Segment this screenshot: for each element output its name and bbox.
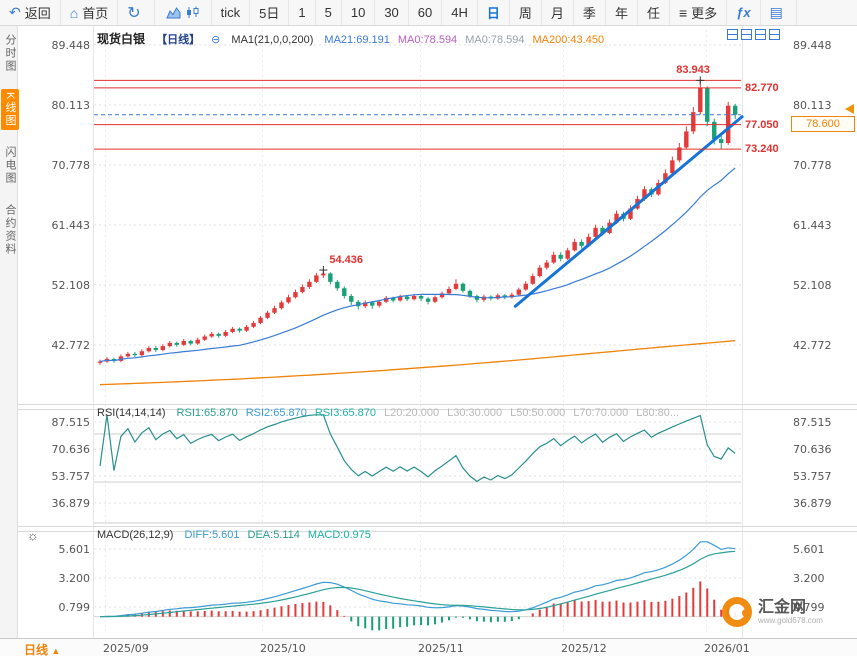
- layout-icon-1[interactable]: [727, 29, 738, 40]
- sidebar-item-合约资料[interactable]: 合约资料: [4, 204, 16, 257]
- logo-icon: [722, 597, 752, 627]
- time-axis-bar: 日线 ▲ 2025/09 2025/10 2025/11 2025/12 2026/01: [0, 638, 857, 656]
- indicator-settings-icon[interactable]: ☼: [27, 528, 39, 543]
- layout-icon-2[interactable]: [741, 29, 752, 40]
- layout-icon-4[interactable]: [769, 29, 780, 40]
- sidebar-item-闪电图[interactable]: 闪电图: [4, 146, 16, 186]
- panel-layout-buttons: [727, 29, 780, 40]
- interval-button-月[interactable]: 月: [542, 0, 574, 25]
- interval-button-任[interactable]: 任: [638, 0, 670, 25]
- timeframe-dropdown-label: 日线: [24, 643, 49, 656]
- sidebar-item-分时图[interactable]: 分时图: [4, 34, 16, 73]
- date-axis-label: 2025/12: [561, 642, 607, 655]
- home-label: 首页: [82, 6, 109, 21]
- refresh-button[interactable]: ↻: [118, 0, 155, 25]
- list-button[interactable]: ▤: [761, 0, 797, 25]
- timeframe-dropdown[interactable]: 日线 ▲: [24, 641, 60, 656]
- logo-url: www.gold678.com: [758, 616, 823, 625]
- fx-icon: ƒx: [736, 5, 751, 20]
- top-toolbar: ↶ 返回 ⌂ 首页 ↻ tick 5日 1 5 10 30 60 4H 日周月季年任 ≡ 更多: [0, 0, 857, 26]
- sidebar-item-K线图[interactable]: K线图: [1, 89, 19, 131]
- date-axis-label: 2026/01: [704, 642, 750, 655]
- interval-button-5[interactable]: 5: [316, 0, 342, 25]
- interval-button-年[interactable]: 年: [606, 0, 638, 25]
- area-chart-icon[interactable]: [165, 6, 181, 19]
- home-icon: ⌂: [69, 4, 79, 21]
- date-axis-label: 2025/10: [260, 642, 306, 655]
- layout-icon-3[interactable]: [755, 29, 766, 40]
- list-icon: ▤: [769, 4, 783, 20]
- logo-name: 汇金网: [758, 599, 807, 616]
- chevron-up-icon: ▲: [51, 646, 61, 656]
- date-axis-label: 2025/09: [103, 642, 149, 655]
- interval-button-周[interactable]: 周: [510, 0, 542, 25]
- interval-button-30[interactable]: 30: [375, 0, 409, 25]
- more-label: 更多: [691, 6, 718, 21]
- home-button[interactable]: ⌂ 首页: [61, 0, 119, 25]
- back-label: 返回: [24, 6, 51, 21]
- interval-button-tick[interactable]: tick: [212, 0, 251, 25]
- interval-button-4H[interactable]: 4H: [442, 0, 478, 25]
- left-sidebar: 分时图 K线图闪电图合约资料: [0, 26, 19, 638]
- chart-type-group[interactable]: [155, 0, 212, 25]
- interval-button-60[interactable]: 60: [409, 0, 443, 25]
- back-button[interactable]: ↶ 返回: [0, 0, 61, 25]
- more-button[interactable]: ≡ 更多: [670, 0, 728, 25]
- interval-button-1[interactable]: 1: [289, 0, 316, 25]
- kline-chart-icon[interactable]: [185, 6, 200, 19]
- interval-button-10[interactable]: 10: [342, 0, 376, 25]
- fx-button[interactable]: ƒx: [727, 0, 761, 25]
- interval-button-日[interactable]: 日: [478, 0, 510, 25]
- date-axis-label: 2025/11: [418, 642, 464, 655]
- refresh-icon: ↻: [127, 4, 141, 22]
- watermark-logo: 汇金网 www.gold678.com: [722, 597, 823, 627]
- interval-button-5日[interactable]: 5日: [250, 0, 290, 25]
- interval-button-季[interactable]: 季: [574, 0, 606, 25]
- back-icon: ↶: [9, 4, 21, 20]
- menu-icon: ≡: [678, 4, 688, 21]
